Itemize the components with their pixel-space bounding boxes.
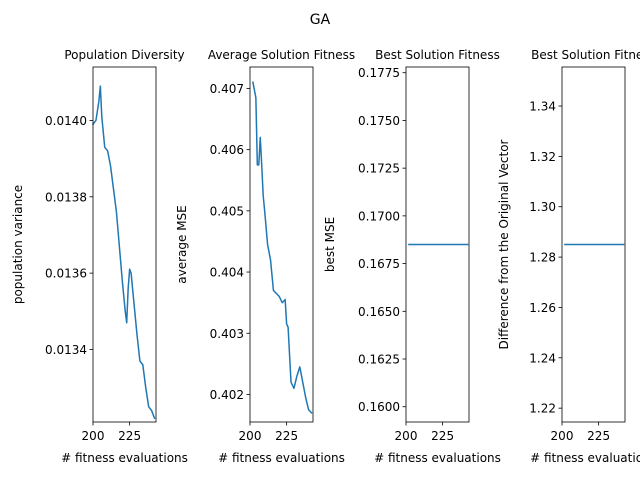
chart-title: Best Solution Fitness: [531, 48, 640, 62]
y-tick-label: 1.22: [529, 402, 556, 416]
axes-frame: [249, 66, 314, 423]
chart-panel-4: 200 225 1.22 1.24 1.26 1.28 1.30 1.32 1.34 Best S…: [497, 48, 640, 465]
y-tick-label: 0.404: [210, 266, 244, 280]
x-tick-label: 225: [118, 429, 141, 443]
x-tick-label: 225: [275, 429, 298, 443]
series-line-1: [252, 81, 313, 414]
chart-title: Average Solution Fitness: [208, 48, 355, 62]
y-axis-label: population variance: [11, 185, 25, 304]
y-tick-label: 0.0138: [45, 190, 87, 204]
axes-frame: [92, 66, 157, 423]
y-axis-label: average MSE: [175, 205, 189, 284]
chart-panel-1: 200 225 0.0134 0.0136 0.0138 0.0140 Population…: [11, 48, 188, 465]
chart-title: Best Solution Fitness: [375, 48, 500, 62]
y-tick-label: 0.1600: [358, 400, 400, 414]
axes-frame: [561, 66, 626, 423]
y-tick-label: 0.1725: [358, 162, 400, 176]
y-tick-label: 0.405: [210, 204, 244, 218]
y-axis-label: best MSE: [323, 217, 337, 272]
x-tick-label: 225: [431, 429, 454, 443]
x-axis-label: # fitness evaluations: [374, 451, 501, 465]
y-tick-label: 0.1700: [358, 209, 400, 223]
x-axis-label: # fitness evaluations: [61, 451, 188, 465]
chart-panel-3: 200 225 0.1600 0.1625 0.1650 0.1675 0.1700 0.17…: [323, 48, 501, 465]
chart-panels: 200 225 0.0134 0.0136 0.0138 0.0140 Population…: [11, 48, 640, 465]
x-tick-label: 200: [239, 429, 262, 443]
y-tick-label: 1.30: [529, 200, 556, 214]
y-tick-label: 1.26: [529, 301, 556, 315]
axes-frame: [405, 66, 470, 423]
chart-title: Population Diversity: [64, 48, 184, 62]
y-tick-label: 0.0134: [45, 343, 87, 357]
y-tick-label: 1.24: [529, 351, 556, 365]
x-tick-label: 200: [82, 429, 105, 443]
y-tick-label: 1.28: [529, 251, 556, 265]
x-tick-label: 200: [395, 429, 418, 443]
y-tick-label: 0.406: [210, 143, 244, 157]
y-tick-label: 0.1625: [358, 353, 400, 367]
x-tick-label: 200: [551, 429, 574, 443]
y-tick-label: 0.1775: [358, 66, 400, 80]
y-tick-label: 0.407: [210, 82, 244, 96]
y-tick-label: 0.402: [210, 388, 244, 402]
y-axis-label: Difference from the Original Vector: [497, 139, 511, 349]
x-axis-label: # fitness evaluations: [530, 451, 640, 465]
chart-panel-2: 200 225 0.402 0.403 0.404 0.405 0.406 0.407 Aver…: [175, 48, 355, 465]
y-tick-label: 0.0136: [45, 267, 87, 281]
y-tick-label: 0.403: [210, 327, 244, 341]
x-tick-label: 225: [587, 429, 610, 443]
figure-title: GA: [310, 12, 331, 28]
y-tick-label: 0.1750: [358, 114, 400, 128]
y-tick-label: 1.34: [529, 100, 556, 114]
x-axis-label: # fitness evaluations: [218, 451, 345, 465]
y-tick-label: 0.1650: [358, 305, 400, 319]
y-tick-label: 0.1675: [358, 257, 400, 271]
y-tick-label: 1.32: [529, 150, 556, 164]
y-tick-label: 0.0140: [45, 114, 87, 128]
series-line-1: [91, 85, 156, 420]
